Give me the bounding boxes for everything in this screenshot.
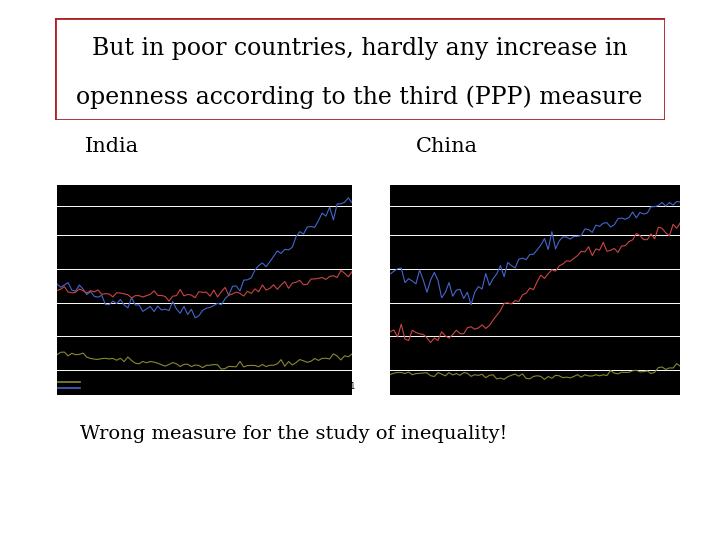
Text: India: India xyxy=(84,137,139,157)
Text: AVIG 1: AVIG 1 xyxy=(330,382,355,391)
Text: Wrong measure for the study of inequality!: Wrong measure for the study of inequalit… xyxy=(80,425,508,443)
Text: PPP 1: PPP 1 xyxy=(659,382,680,391)
Text: But in poor countries, hardly any increase in: But in poor countries, hardly any increa… xyxy=(92,37,627,60)
FancyBboxPatch shape xyxy=(55,18,665,120)
Text: China: China xyxy=(415,137,477,157)
Text: openness according to the third (PPP) measure: openness according to the third (PPP) me… xyxy=(76,86,643,109)
